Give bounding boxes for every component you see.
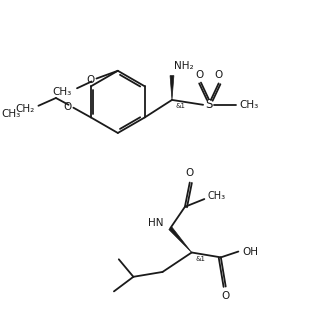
- Polygon shape: [169, 227, 192, 252]
- Text: CH₃: CH₃: [207, 191, 225, 201]
- Text: O: O: [63, 102, 72, 112]
- Text: O: O: [222, 291, 230, 301]
- Text: O: O: [195, 70, 203, 80]
- Text: O: O: [86, 75, 95, 85]
- Text: CH₂: CH₂: [15, 104, 34, 114]
- Text: S: S: [205, 98, 212, 111]
- Text: &1: &1: [196, 256, 205, 262]
- Text: CH₃: CH₃: [2, 109, 21, 119]
- Text: CH₃: CH₃: [52, 87, 71, 97]
- Text: OH: OH: [242, 246, 258, 256]
- Text: NH₂: NH₂: [174, 61, 194, 71]
- Text: O: O: [186, 168, 194, 178]
- Text: CH₃: CH₃: [239, 100, 258, 110]
- Text: O: O: [214, 70, 223, 80]
- Polygon shape: [170, 76, 174, 100]
- Text: &1: &1: [176, 103, 186, 109]
- Text: HN: HN: [148, 218, 164, 228]
